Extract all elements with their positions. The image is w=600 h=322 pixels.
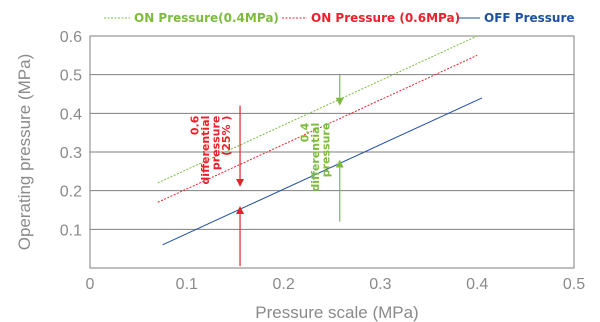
- x-axis-title: Pressure scale (MPa): [255, 303, 418, 322]
- legend-label-on-06: ON Pressure (0.6MPa): [311, 11, 460, 25]
- y-tick-label: 0.1: [60, 222, 82, 239]
- grid: [89, 35, 575, 269]
- annotation-text-line: (25% ): [220, 116, 233, 156]
- x-tick-label: 0: [86, 276, 95, 293]
- annotation-text-line: 0.4: [299, 122, 312, 142]
- series-line-0: [157, 35, 478, 184]
- annotation-text-line: differential: [199, 116, 212, 185]
- legend-label-on-04: ON Pressure(0.4MPa): [134, 11, 279, 25]
- y-tick-label: 0.4: [60, 106, 82, 123]
- tick-labels: 0.1 0.2 0.3 0.4 0.5 0.6 0 0.1 0.2 0.3 0.4 0.5: [60, 29, 585, 293]
- x-tick-label: 0.5: [563, 276, 585, 293]
- legend-label-off: OFF Pressure: [484, 11, 575, 25]
- x-tick-label: 0.2: [272, 276, 294, 293]
- series-line-1: [157, 54, 478, 203]
- x-tick-label: 0.3: [369, 276, 391, 293]
- y-tick-label: 0.5: [60, 68, 82, 85]
- annotation-text-line: differential: [309, 123, 322, 192]
- annotation-text-line: pressure: [210, 116, 223, 171]
- x-tick-label: 0.4: [466, 276, 488, 293]
- y-tick-label: 0.2: [60, 184, 82, 201]
- y-axis-title: Operating pressure (MPa): [15, 54, 34, 251]
- y-tick-label: 0.6: [60, 29, 82, 46]
- series: [157, 35, 483, 246]
- legend-item-on-04: ON Pressure(0.4MPa): [104, 11, 279, 25]
- legend-item-on-06: ON Pressure (0.6MPa): [282, 11, 460, 25]
- annotation-text-line: 0.6: [189, 115, 202, 135]
- x-tick-label: 0.1: [176, 276, 198, 293]
- y-tick-label: 0.3: [60, 145, 82, 162]
- legend: ON Pressure(0.4MPa) ON Pressure (0.6MPa)…: [104, 11, 575, 25]
- series-line-2: [162, 97, 483, 246]
- annotation-text-line: pressure: [320, 123, 333, 178]
- legend-item-off: OFF Pressure: [457, 11, 575, 25]
